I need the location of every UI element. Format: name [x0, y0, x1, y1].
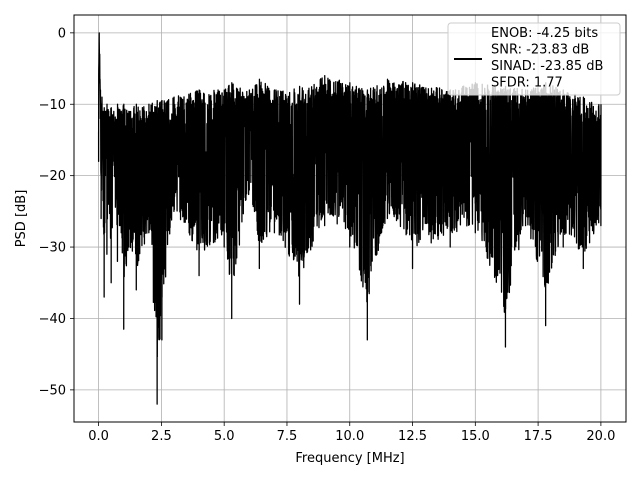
y-tick-label: −40 — [39, 312, 66, 327]
legend-line: SINAD: -23.85 dB — [491, 59, 603, 74]
x-tick-label: 5.0 — [214, 429, 235, 444]
y-tick-label: −20 — [39, 169, 66, 184]
y-tick-label: 0 — [58, 26, 66, 41]
x-axis-label: Frequency [MHz] — [295, 451, 404, 466]
legend-entry: ENOB: -4.25 bits SNR: -23.83 dB SINAD: -23… — [491, 26, 603, 91]
x-tick-label: 17.5 — [524, 429, 553, 444]
legend-line: SFDR: 1.77 — [491, 76, 563, 91]
legend-box — [447, 22, 621, 96]
x-tick-label: 0.0 — [88, 429, 109, 444]
y-ticks: 0 −10 −20 −30 −40 −50 — [39, 26, 74, 398]
x-tick-label: 20.0 — [586, 429, 615, 444]
psd-series-line — [97, 32, 602, 405]
legend: ENOB: -4.25 bits SNR: -23.83 dB SINAD: -23… — [447, 22, 621, 96]
x-ticks: 0.0 2.5 5.0 7.5 10.0 12.5 15.0 17.5 20.0 — [88, 422, 615, 444]
y-tick-label: −50 — [39, 383, 66, 398]
x-tick-label: 15.0 — [461, 429, 490, 444]
y-axis-label: PSD [dB] — [14, 190, 29, 248]
x-tick-label: 2.5 — [151, 429, 172, 444]
plot-area — [97, 32, 602, 405]
y-tick-label: −10 — [39, 98, 66, 113]
y-tick-label: −30 — [39, 241, 66, 256]
legend-line: SNR: -23.83 dB — [491, 43, 589, 58]
x-tick-label: 12.5 — [398, 429, 427, 444]
legend-line: ENOB: -4.25 bits — [491, 26, 598, 41]
x-tick-label: 10.0 — [335, 429, 364, 444]
x-tick-label: 7.5 — [277, 429, 298, 444]
